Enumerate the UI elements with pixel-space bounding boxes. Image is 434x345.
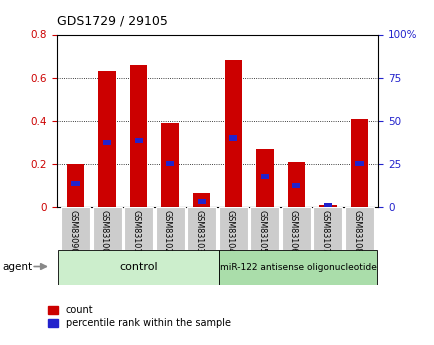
FancyBboxPatch shape [187, 207, 216, 250]
Bar [67, 164, 84, 207]
Bar [98, 71, 115, 207]
Bar [161, 123, 178, 207]
FancyBboxPatch shape [61, 207, 90, 250]
Text: GSM83105: GSM83105 [257, 210, 266, 254]
Text: GSM83090: GSM83090 [68, 210, 77, 254]
FancyBboxPatch shape [218, 207, 247, 250]
Bar [260, 174, 268, 179]
Bar [197, 199, 205, 204]
FancyBboxPatch shape [92, 207, 121, 250]
Bar [350, 119, 367, 207]
Bar [193, 193, 210, 207]
Bar [166, 161, 174, 167]
FancyBboxPatch shape [219, 250, 376, 285]
Bar [71, 181, 79, 186]
Text: GSM83107: GSM83107 [320, 210, 329, 254]
Bar [292, 183, 300, 188]
Text: control: control [119, 263, 158, 272]
Bar [130, 65, 147, 207]
FancyBboxPatch shape [124, 207, 153, 250]
Text: GSM83102: GSM83102 [162, 210, 171, 254]
Bar [103, 140, 111, 145]
FancyBboxPatch shape [155, 207, 184, 250]
FancyBboxPatch shape [344, 207, 373, 250]
Legend: count, percentile rank within the sample: count, percentile rank within the sample [48, 305, 230, 328]
Text: miR-122 antisense oligonucleotide: miR-122 antisense oligonucleotide [219, 263, 375, 272]
FancyBboxPatch shape [313, 207, 342, 250]
Bar [319, 205, 336, 207]
Text: GSM83108: GSM83108 [351, 210, 360, 254]
Bar [323, 203, 331, 208]
Text: GSM83101: GSM83101 [131, 210, 140, 254]
Text: GDS1729 / 29105: GDS1729 / 29105 [56, 14, 167, 28]
FancyBboxPatch shape [250, 207, 279, 250]
Text: GSM83106: GSM83106 [288, 210, 297, 254]
Bar [229, 135, 237, 141]
Bar [287, 162, 304, 207]
Bar [134, 138, 142, 143]
Text: GSM83103: GSM83103 [194, 210, 203, 254]
Bar [256, 149, 273, 207]
FancyBboxPatch shape [281, 207, 310, 250]
Text: agent: agent [2, 263, 32, 272]
FancyBboxPatch shape [58, 250, 219, 285]
Text: GSM83100: GSM83100 [99, 210, 108, 254]
Bar [224, 60, 241, 207]
Bar [355, 161, 363, 167]
Text: GSM83104: GSM83104 [225, 210, 234, 254]
